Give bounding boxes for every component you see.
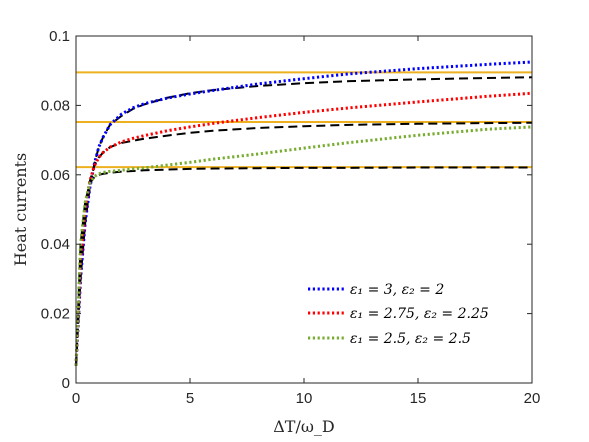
y-axis-label: Heat currents — [11, 153, 30, 266]
y-tick-label: 0.02 — [41, 306, 70, 323]
legend-label-3: ε₁ = 2.5, ε₂ = 2.5 — [350, 331, 471, 347]
legend-label-2: ε₁ = 2.75, ε₂ = 2.25 — [350, 306, 489, 322]
x-tick-label: 15 — [410, 390, 427, 407]
dashed-curve-4 — [75, 76, 533, 366]
x-axis-label: ΔT/ω_D — [273, 417, 335, 436]
y-tick-label: 0.1 — [49, 28, 70, 45]
x-tick-label: 20 — [524, 390, 541, 407]
dotted-curve-1 — [74, 60, 533, 366]
x-tick-label: 10 — [296, 390, 313, 407]
axes: 0 5 10 15 20 0 0.02 0.04 0.06 0.08 0.1 ΔT/ω_D Heat c… — [11, 28, 540, 436]
dotted-curve-2 — [74, 91, 533, 366]
reference-lines — [76, 71, 532, 169]
x-tick-label: 5 — [186, 390, 194, 407]
x-tick-label: 0 — [72, 390, 80, 407]
y-tick-label: 0.04 — [41, 236, 70, 253]
y-tick-label: 0.08 — [41, 97, 70, 114]
y-tick-label: 0.06 — [41, 167, 70, 184]
legend: ε₁ = 3, ε₂ = 2 ε₁ = 2.75, ε₂ = 2.25 ε₁ = 2… — [308, 282, 489, 347]
series-lines — [74, 60, 533, 366]
dashed-curve-5 — [75, 121, 533, 366]
y-tick-label: 0 — [62, 375, 70, 392]
dotted-curve-3 — [74, 125, 533, 366]
legend-label-1: ε₁ = 3, ε₂ = 2 — [350, 282, 444, 298]
